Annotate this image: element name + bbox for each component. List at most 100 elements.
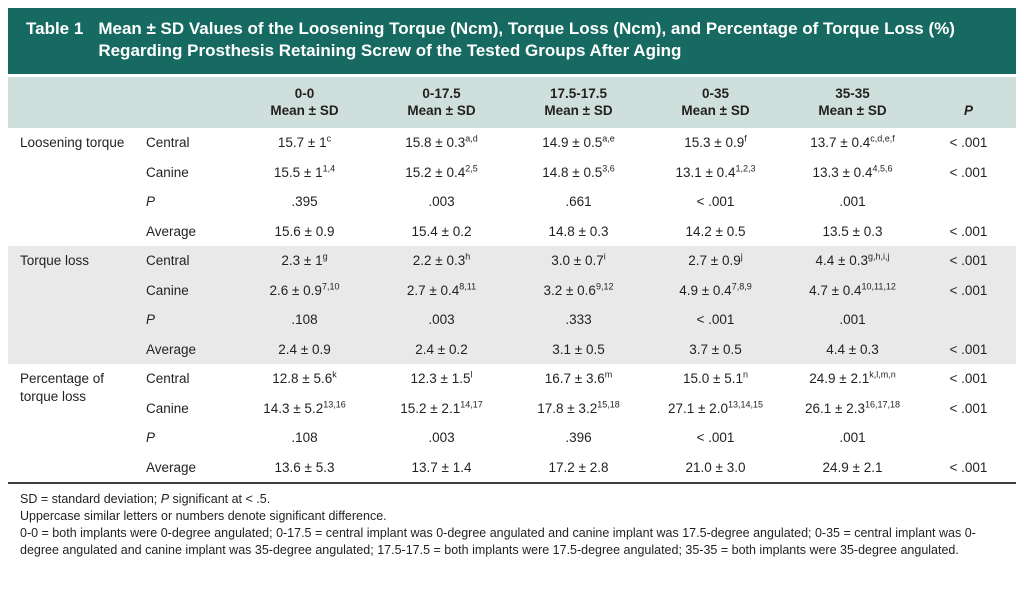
value-cell: 2.4 ± 0.9 xyxy=(236,334,373,364)
value-cell: 14.2 ± 0.5 xyxy=(685,223,746,239)
table-row: Average 13.6 ± 5.3 13.7 ± 1.4 17.2 ± 2.8 21.… xyxy=(8,452,1016,482)
col-header-spacer-sub xyxy=(140,76,236,128)
col-sub-label: Mean ± SD xyxy=(681,103,750,119)
footnote: SD = standard deviation; P significant a… xyxy=(20,491,1002,508)
value-cell: 24.9 ± 2.1k,l,m,n xyxy=(809,369,896,387)
table-row: Canine 2.6 ± 0.97,10 2.7 ± 0.48,11 3.2 ± 0.… xyxy=(8,275,1016,305)
footnote: 0-0 = both implants were 0-degree angula… xyxy=(20,525,1002,559)
footnotes: SD = standard deviation; P significant a… xyxy=(8,484,1016,559)
significance-superscript: c xyxy=(326,133,332,144)
col-sub-label: Mean ± SD xyxy=(818,103,887,119)
value-cell: 2.3 ± 1g xyxy=(236,245,373,276)
value-cell: 2.7 ± 0.48,11 xyxy=(373,275,510,305)
value-cell: .003 xyxy=(373,304,510,335)
value-cell: .333 xyxy=(510,304,647,335)
value-cell: 15.6 ± 0.9 xyxy=(274,223,335,239)
table-row: P .108 .003 .396 < .001 .001 xyxy=(8,423,1016,453)
significance-superscript: a,d xyxy=(465,133,478,144)
table-row: Average 2.4 ± 0.9 2.4 ± 0.2 3.1 ± 0.5 3.7 ± … xyxy=(8,334,1016,364)
row-label: Central xyxy=(146,371,190,387)
value-cell: 2.4 ± 0.2 xyxy=(373,334,510,364)
significance-superscript: n xyxy=(742,369,748,380)
value-cell: 4.4 ± 0.3g,h,i,j xyxy=(784,245,921,276)
value-cell: 15.0 ± 5.1n xyxy=(683,369,748,387)
table-row: Average 15.6 ± 0.9 15.4 ± 0.2 14.8 ± 0.3 14.… xyxy=(8,216,1016,246)
row-label: Central xyxy=(140,245,236,276)
row-group-label: Loosening torque xyxy=(20,134,125,150)
value-cell: 15.7 ± 1c xyxy=(277,133,332,151)
significance-superscript: 13,14,15 xyxy=(727,399,763,410)
col-header-0-17-5: 0-17.5 Mean ± SD xyxy=(373,76,510,128)
p-value-cell: < .001 xyxy=(949,135,988,151)
value-cell: .003 xyxy=(428,194,455,210)
col-header-35-35: 35-35 Mean ± SD xyxy=(784,76,921,128)
value-cell: 15.5 ± 11,4 xyxy=(273,163,336,180)
row-group-label: Percentage of torque loss xyxy=(20,370,105,405)
value-cell: 2.7 ± 0.9j xyxy=(647,245,784,276)
value-cell: 13.7 ± 1.4 xyxy=(411,459,472,475)
p-value-cell: < .001 xyxy=(949,371,988,387)
col-group-label: 35-35 xyxy=(835,85,870,101)
significance-superscript: 7,8,9 xyxy=(731,281,752,292)
table-figure: Table 1 Mean ± SD Values of the Loosenin… xyxy=(8,8,1016,559)
significance-superscript: 10,11,12 xyxy=(861,281,896,292)
table-body: Loosening torque Central 15.7 ± 1c 15.8 ± 0… xyxy=(8,128,1016,482)
significance-superscript: j xyxy=(740,251,743,262)
value-cell: 15.8 ± 0.3a,d xyxy=(405,133,478,151)
significance-superscript: m xyxy=(604,369,613,380)
value-cell: 3.7 ± 0.5 xyxy=(647,334,784,364)
value-cell: 12.8 ± 5.6k xyxy=(272,369,337,387)
value-cell: .001 xyxy=(839,194,866,210)
table-title-bar: Table 1 Mean ± SD Values of the Loosenin… xyxy=(8,8,1016,74)
value-cell: 21.0 ± 3.0 xyxy=(685,459,746,475)
title-divider xyxy=(8,73,1016,77)
table-bottom-rule xyxy=(8,481,1016,484)
p-value-cell: < .001 xyxy=(949,459,988,475)
p-value-cell xyxy=(921,423,1016,453)
footnote-segment: 0-0 = both implants were 0-degree angula… xyxy=(20,525,976,557)
p-value-cell: < .001 xyxy=(949,164,988,180)
row-label: Central xyxy=(146,135,190,151)
value-cell: 4.7 ± 0.410,11,12 xyxy=(784,275,921,305)
value-cell: .396 xyxy=(565,430,592,446)
value-cell: 13.1 ± 0.41,2,3 xyxy=(675,163,756,180)
p-value-cell xyxy=(921,187,1016,217)
value-cell: 17.2 ± 2.8 xyxy=(548,459,609,475)
footnote-segment: Uppercase similar letters or numbers den… xyxy=(20,508,387,523)
value-cell: 4.9 ± 0.47,8,9 xyxy=(647,275,784,305)
value-cell: 14.3 ± 5.213,16 xyxy=(263,399,346,416)
col-sub-label: Mean ± SD xyxy=(544,103,613,119)
value-cell: 26.1 ± 2.316,17,18 xyxy=(805,399,900,416)
significance-superscript: 3,6 xyxy=(602,163,615,174)
row-label: Average xyxy=(146,223,197,239)
column-header-row: 0-0 Mean ± SD 0-17.5 Mean ± SD 17.5-17.5… xyxy=(8,76,1016,128)
significance-superscript: 2,5 xyxy=(465,163,478,174)
value-cell: .001 xyxy=(784,304,921,335)
col-header-17-5-17-5: 17.5-17.5 Mean ± SD xyxy=(510,76,647,128)
footnote-segment: significant at < .5. xyxy=(169,491,271,506)
footnote-italic-segment: P xyxy=(160,491,170,506)
table-title: Mean ± SD Values of the Loosening Torque… xyxy=(98,19,955,61)
value-cell: 14.9 ± 0.5a,e xyxy=(542,133,615,151)
value-cell: 13.3 ± 0.44,5,6 xyxy=(812,163,893,180)
value-cell: .108 xyxy=(291,430,318,446)
data-table: 0-0 Mean ± SD 0-17.5 Mean ± SD 17.5-17.5… xyxy=(8,76,1016,482)
value-cell: 2.2 ± 0.3h xyxy=(373,245,510,276)
significance-superscript: 14,17 xyxy=(460,399,483,410)
row-label: Canine xyxy=(146,164,189,180)
table-number: Table 1 xyxy=(26,19,84,38)
table-row: Loosening torque Central 15.7 ± 1c 15.8 ± 0… xyxy=(8,128,1016,158)
value-cell: 27.1 ± 2.013,14,15 xyxy=(668,399,763,416)
col-group-label: 0-0 xyxy=(294,85,315,101)
significance-superscript: 4,5,6 xyxy=(872,163,893,174)
col-header-0-35: 0-35 Mean ± SD xyxy=(647,76,784,128)
value-cell: 15.2 ± 2.114,17 xyxy=(400,399,483,416)
value-cell: 3.1 ± 0.5 xyxy=(510,334,647,364)
col-header-0-0: 0-0 Mean ± SD xyxy=(236,76,373,128)
significance-superscript: g xyxy=(322,251,328,262)
value-cell: .001 xyxy=(839,430,866,446)
row-label: Canine xyxy=(146,400,189,416)
row-label: Average xyxy=(140,334,236,364)
col-header-p: P xyxy=(921,76,1016,128)
table-row: P .395 .003 .661 < .001 .001 xyxy=(8,187,1016,217)
